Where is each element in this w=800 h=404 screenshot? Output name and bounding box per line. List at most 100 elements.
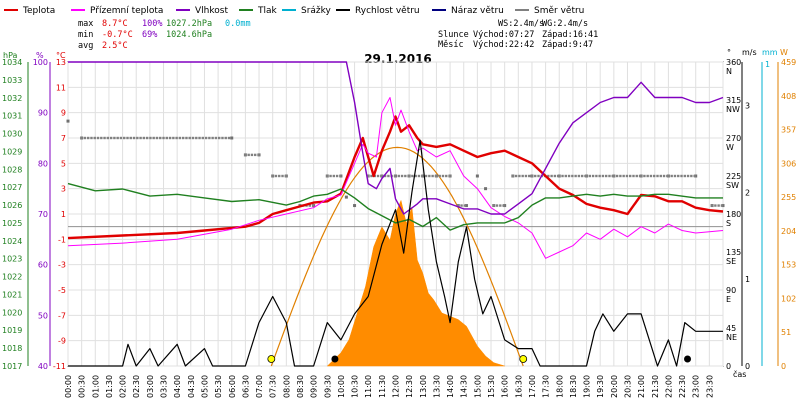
wind-direction-mark (394, 174, 397, 178)
x-tick-label: 21:00 (637, 375, 646, 398)
wind-direction-mark (577, 174, 581, 178)
wind-direction-mark (438, 174, 441, 178)
wind-direction-mark (683, 174, 686, 178)
wind-direction-mark (254, 153, 257, 157)
wind-tick-label: 0 (745, 362, 750, 371)
wind-direction-mark (311, 204, 315, 207)
legend-label: Přízemní teplota (90, 6, 163, 16)
wind-direction-mark (677, 174, 680, 178)
chart-title: 29.1.2016 (364, 52, 432, 66)
hpa-tick-label: 1028 (2, 165, 22, 174)
temp-tick-label: 5 (61, 159, 66, 168)
wind-direction-point (353, 204, 357, 208)
wind-direction-mark (612, 174, 616, 178)
dir-tick-name: NW (726, 105, 740, 114)
legend-item: Vlhkost (176, 6, 228, 16)
solar-tick-label: 153 (781, 261, 796, 270)
wind-direction-mark (615, 174, 619, 178)
wind-direction-mark (86, 136, 90, 140)
moonset-marker (331, 355, 339, 363)
wind-direction-mark (656, 174, 659, 178)
wind-direction-mark (635, 174, 638, 178)
dir-tick-degree: 0 (726, 362, 731, 371)
wind-direction-mark (145, 136, 149, 140)
x-tick-label: 11:00 (364, 375, 373, 398)
wind-direction-mark (574, 174, 577, 178)
wind-direction-mark (629, 174, 632, 178)
wind-direction-mark (680, 174, 683, 178)
wind-direction-mark (335, 174, 339, 178)
sunset-marker (519, 355, 528, 363)
x-tick-label: 21:30 (651, 375, 660, 398)
wind-direction-mark (370, 174, 373, 178)
wind-direction-mark (598, 174, 601, 178)
temp-tick-label: 7 (61, 134, 66, 143)
x-tick-label: 22:00 (664, 375, 673, 398)
hum-tick-label: 100 (33, 58, 48, 67)
wind-direction-mark (214, 136, 218, 140)
wind-direction-mark (537, 174, 540, 178)
wind-direction-mark (250, 153, 254, 157)
x-tick-label: 10:30 (351, 375, 360, 398)
dir-tick-name: SE (726, 257, 736, 266)
wind-direction-mark (604, 174, 608, 178)
x-tick-label: 02:30 (132, 375, 141, 398)
hpa-tick-label: 1024 (2, 237, 22, 246)
sun-label: Slunce (438, 30, 469, 40)
wind-direction-mark (463, 204, 467, 207)
hum-tick-label: 70 (38, 210, 48, 219)
wind-direction-mark (198, 136, 201, 140)
wind-tick-label: 3 (745, 101, 750, 110)
wind-direction-mark (329, 174, 332, 178)
wind-direction-mark (625, 174, 629, 178)
x-tick-label: 04:00 (173, 375, 182, 398)
wind-direction-point (230, 136, 234, 140)
wind-direction-mark (106, 136, 110, 140)
wind-direction-mark (653, 174, 656, 178)
dir-tick-name: N (726, 67, 732, 76)
stat-max-temp: 8.7°C (102, 19, 128, 29)
wind-direction-mark (717, 204, 720, 207)
wind-direction-mark (511, 174, 515, 178)
wind-direction-mark (662, 174, 666, 178)
x-tick-label: 02:00 (119, 375, 128, 398)
wind-direction-mark (622, 174, 625, 178)
wind-direction-mark (502, 204, 505, 207)
wind-direction-mark (659, 174, 662, 178)
wind-direction-point (475, 174, 479, 178)
wind-direction-mark (247, 153, 250, 157)
sunrise-marker (267, 355, 276, 363)
wind-direction-mark (460, 204, 463, 207)
solar-tick-label: 204 (781, 227, 796, 236)
stat-avg-label: avg (78, 41, 93, 51)
wind-direction-mark (103, 136, 106, 140)
dir-tick-degree: 225 (726, 172, 741, 181)
x-tick-label: 23:00 (692, 375, 701, 398)
wind-direction-mark (93, 136, 96, 140)
wind-direction-mark (534, 174, 537, 178)
rain-unit: mm (762, 48, 778, 57)
wind-direction-mark (495, 204, 499, 207)
info-panel: WS:2.4m/s WG:2.4m/s Slunce Východ:07:27 … (438, 19, 598, 50)
wind-direction-point (66, 119, 70, 123)
legend-label: Směr větru (534, 6, 584, 16)
series-line-rychlost-v-tru (68, 139, 723, 367)
stat-min-press: 1024.6hPa (166, 30, 212, 40)
wind-direction-mark (175, 136, 178, 140)
dir-tick-name: NE (726, 333, 737, 342)
wind-direction-point (464, 204, 468, 208)
hpa-tick-label: 1023 (2, 255, 22, 264)
stat-max-press: 1027.2hPa (166, 19, 212, 29)
hum-tick-label: 90 (38, 109, 48, 118)
stat-min-label: min (78, 30, 93, 40)
wind-direction-mark (224, 136, 227, 140)
stat-min-temp: -0.7°C (102, 30, 133, 40)
wind-direction-mark (159, 136, 162, 140)
wind-direction-mark (431, 174, 434, 178)
wind-direction-mark (404, 174, 407, 178)
wind-direction-mark (168, 136, 172, 140)
